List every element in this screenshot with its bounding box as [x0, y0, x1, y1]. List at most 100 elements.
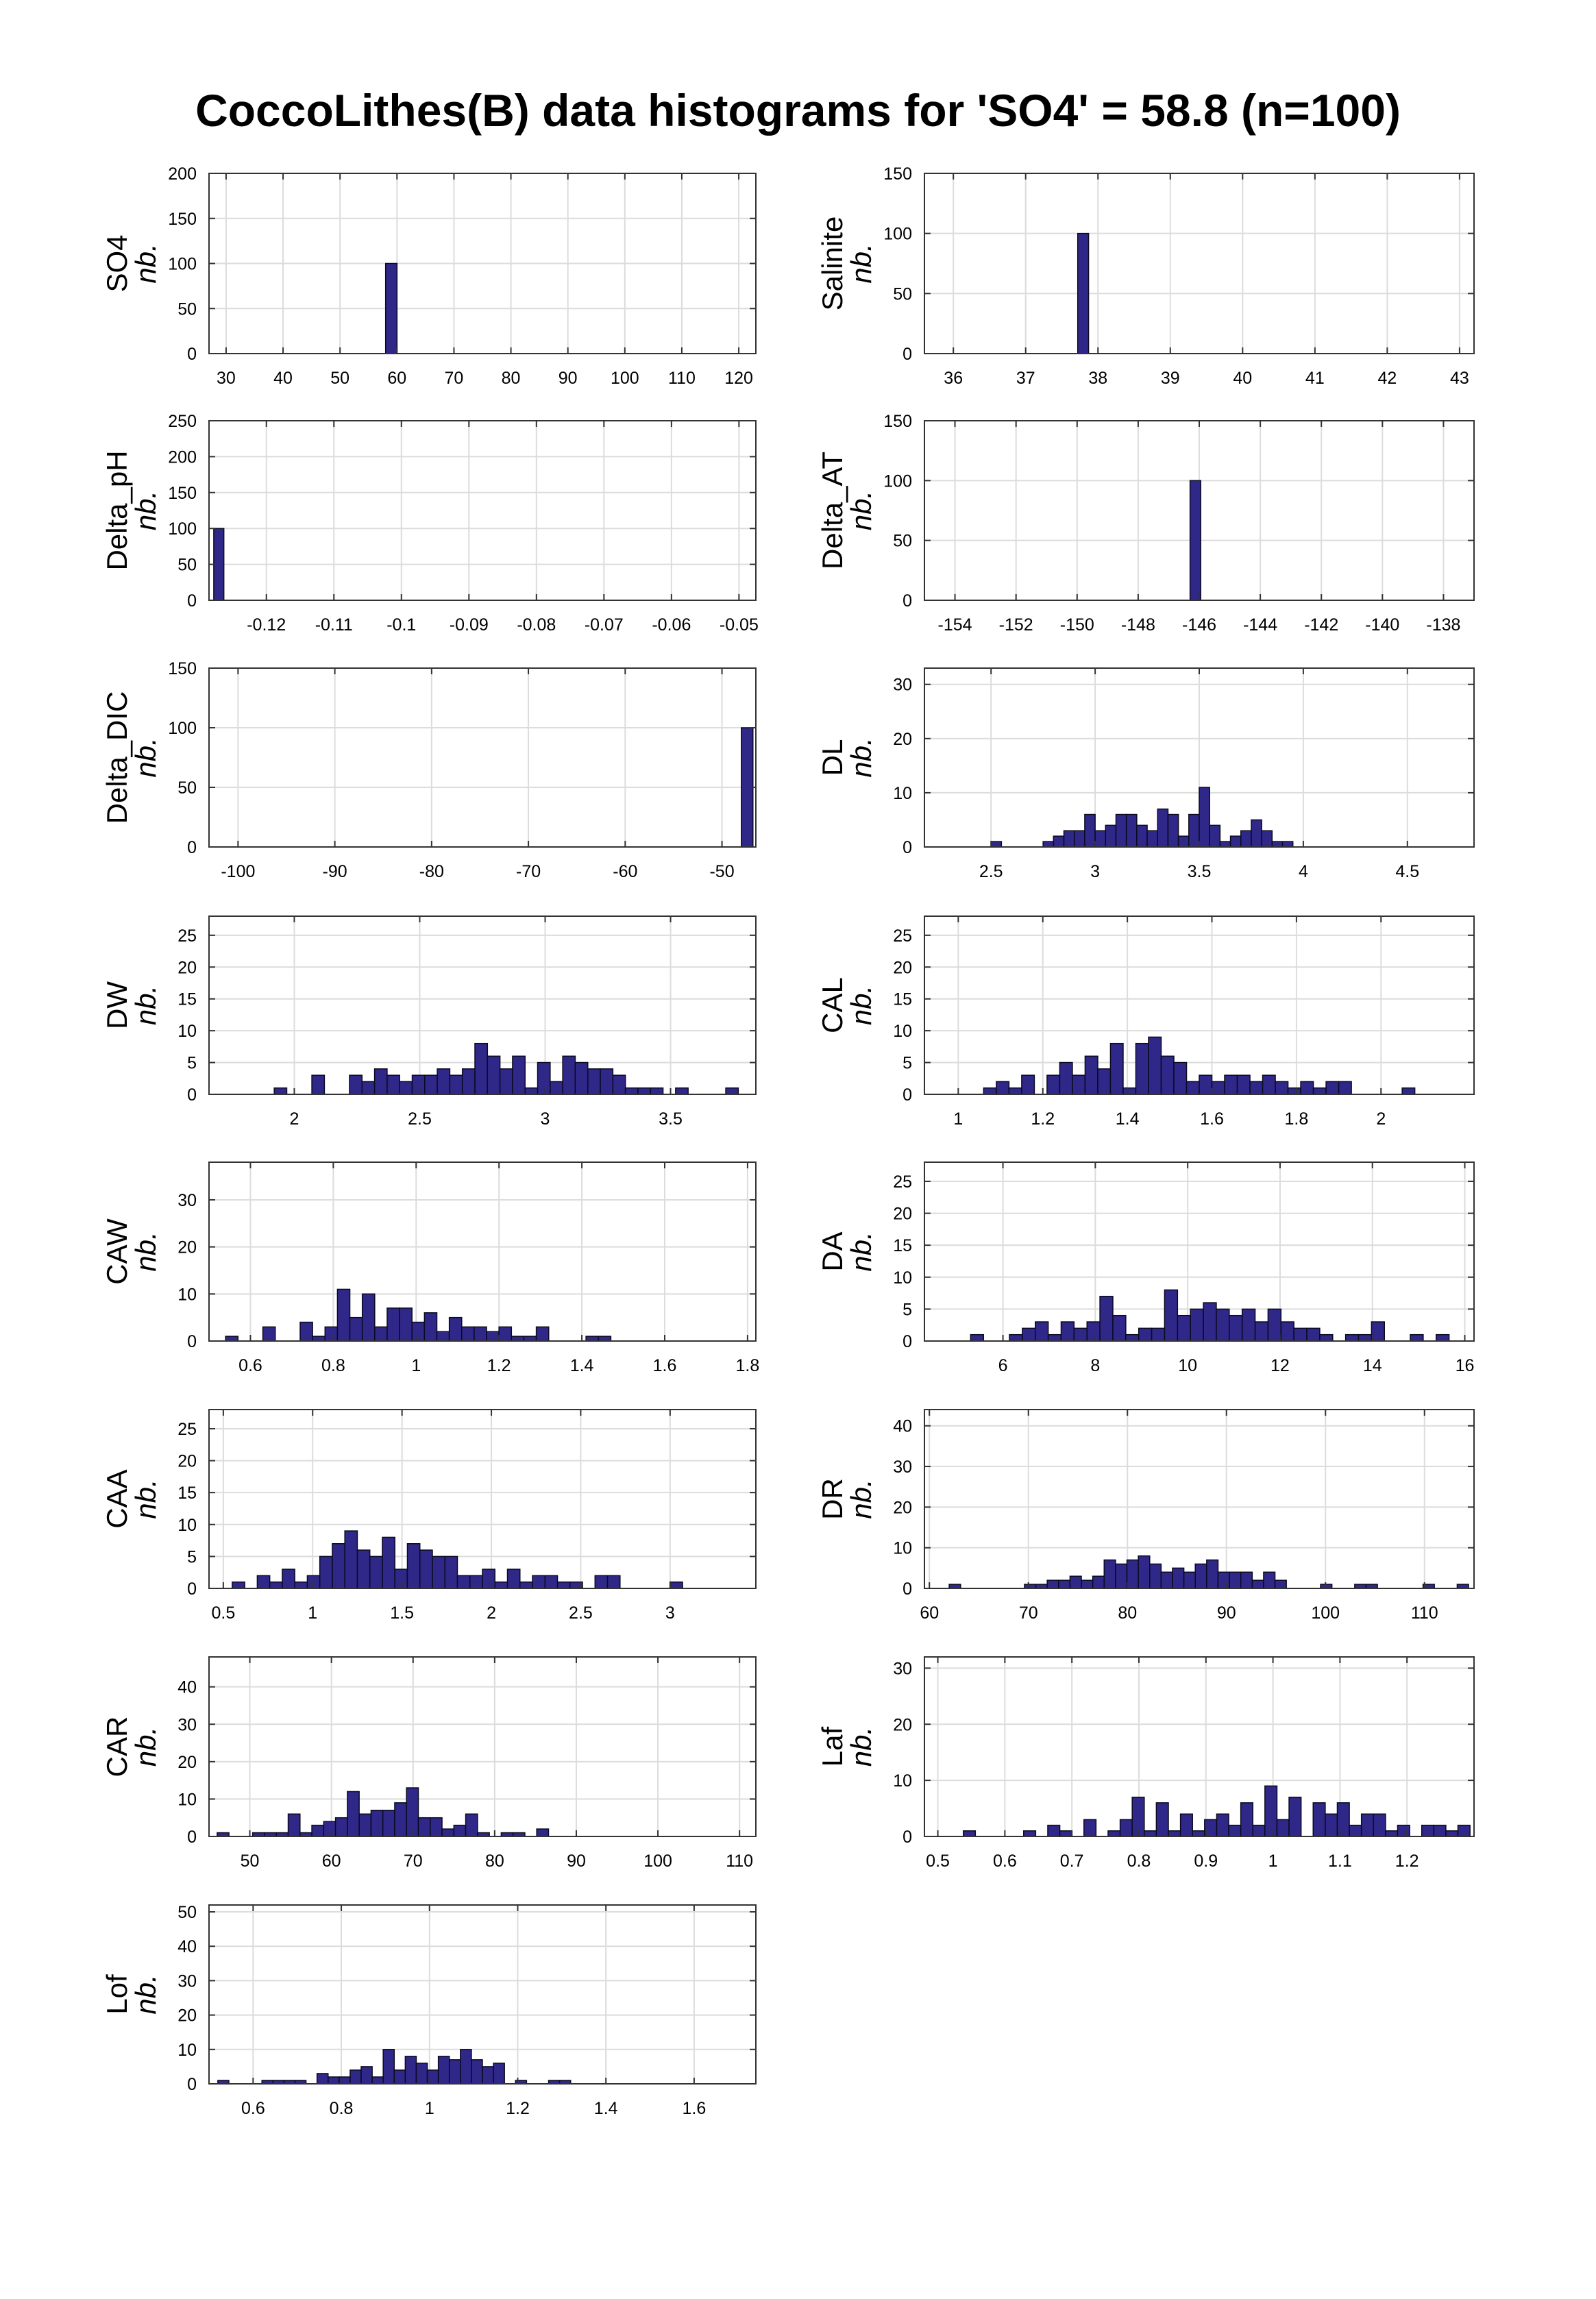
y-tick-label: 0: [903, 1332, 912, 1351]
histogram-bar: [360, 2066, 373, 2085]
histogram-bar: [344, 1530, 358, 1589]
histogram-bar: [382, 1536, 395, 1589]
histogram-bar: [1023, 1830, 1037, 1837]
histogram-bar: [1047, 1333, 1062, 1342]
x-tick-label: 2: [1376, 1109, 1386, 1129]
histogram-bar: [358, 1813, 372, 1837]
histogram-bar: [1059, 1830, 1072, 1837]
x-tick-label: 70: [1019, 1603, 1038, 1623]
y-tick-label: 0: [903, 1085, 912, 1105]
x-tick-label: 1.6: [1200, 1109, 1224, 1129]
histogram-bar: [1229, 1314, 1243, 1342]
x-tick-label: 1.8: [736, 1356, 760, 1375]
x-tick-label: 0.9: [1194, 1852, 1218, 1871]
x-tick-label: -148: [1121, 615, 1155, 635]
x-tick-label: -138: [1426, 615, 1460, 635]
y-tick-label: 20: [893, 1498, 912, 1517]
histogram-bar: [225, 1336, 239, 1342]
histogram-bar: [324, 1326, 339, 1342]
histogram-bar: [562, 1055, 576, 1095]
y-axis-label: CAL: [816, 977, 848, 1033]
histogram-bar: [1060, 1321, 1075, 1342]
histogram-bar: [1457, 1824, 1471, 1837]
histogram-bar: [356, 1549, 371, 1589]
x-tick-label: -152: [999, 615, 1033, 635]
axes-frame: [208, 915, 757, 1095]
axes-frame: [924, 1161, 1475, 1342]
histogram-bar: [471, 2059, 483, 2085]
y-tick-label: 100: [168, 255, 197, 274]
histogram-bar: [424, 1074, 438, 1095]
histogram-bar: [1274, 1579, 1287, 1589]
x-tick-label: 1.4: [594, 2099, 618, 2118]
x-tick-label: 50: [241, 1852, 260, 1871]
histogram-bar: [1148, 1036, 1162, 1095]
histogram-bar: [1059, 1061, 1073, 1095]
y-tick-label: 0: [903, 345, 912, 364]
histogram-bar: [1410, 1333, 1424, 1342]
histogram-bar: [213, 528, 225, 601]
y-tick-label: 150: [168, 659, 197, 678]
y-tick-label: 15: [893, 1236, 912, 1255]
y-tick-label: 20: [177, 1753, 197, 1772]
histogram-bar: [1306, 1327, 1321, 1342]
histogram-bar: [1046, 1579, 1059, 1589]
histogram-bar: [512, 1055, 526, 1095]
axes-frame: [208, 1656, 757, 1837]
y-axis-sublabel: nb.: [130, 1231, 162, 1271]
y-tick-label: 150: [883, 164, 912, 184]
x-tick-label: 3: [541, 1109, 550, 1129]
histogram-bar: [1107, 1830, 1121, 1837]
x-tick-label: 2.5: [979, 862, 1003, 881]
histogram-bar: [523, 1336, 537, 1342]
x-tick-label: 14: [1363, 1356, 1382, 1375]
y-axis-label: Delta_AT: [816, 452, 848, 569]
histogram-bar: [1144, 1830, 1157, 1837]
x-tick-label: 120: [724, 369, 753, 388]
x-tick-label: -90: [323, 862, 347, 881]
x-tick-label: 100: [1311, 1603, 1340, 1623]
histogram-bar: [465, 1813, 478, 1837]
x-tick-label: 110: [726, 1852, 753, 1871]
histogram-bar: [1008, 1087, 1022, 1095]
histogram-bar: [1146, 830, 1158, 848]
y-tick-label: 0: [187, 1332, 197, 1351]
histogram-bar: [1229, 835, 1242, 848]
histogram-bar: [404, 2056, 417, 2085]
histogram-bar: [460, 2049, 472, 2085]
x-tick-label: 42: [1377, 369, 1397, 388]
histogram-bar: [399, 1307, 413, 1342]
histogram-bar: [1115, 1563, 1128, 1589]
y-tick-label: 40: [177, 1678, 197, 1697]
y-tick-label: 10: [893, 1771, 912, 1791]
histogram-bar: [461, 1068, 476, 1095]
histogram-bar: [1099, 1296, 1114, 1342]
x-tick-label: 1.2: [487, 1356, 511, 1375]
x-tick-label: 60: [322, 1852, 341, 1871]
y-tick-label: 5: [187, 1054, 197, 1073]
histogram-bar: [311, 1074, 326, 1095]
y-tick-label: 40: [893, 1417, 912, 1436]
histogram-bar: [594, 1575, 609, 1589]
histogram-bar: [1345, 1333, 1360, 1342]
histogram-bar: [962, 1830, 977, 1837]
histogram-bar: [544, 1575, 558, 1589]
x-tick-label: 41: [1305, 369, 1325, 388]
histogram-bar: [1275, 1081, 1289, 1095]
histogram-bar: [374, 1326, 388, 1342]
y-tick-label: 0: [187, 1828, 197, 1847]
histogram-bar: [482, 2066, 494, 2085]
histogram-bar: [1312, 1087, 1327, 1095]
y-tick-label: 0: [903, 1828, 912, 1847]
histogram-bar: [394, 1569, 408, 1589]
y-tick-label: 0: [187, 591, 197, 611]
x-tick-label: -60: [613, 862, 637, 881]
x-tick-label: -100: [221, 862, 255, 881]
x-tick-label: 6: [998, 1356, 1008, 1375]
histogram-bar: [1009, 1333, 1023, 1342]
histogram-bar: [1105, 824, 1117, 848]
histogram-bar: [1385, 1830, 1399, 1837]
